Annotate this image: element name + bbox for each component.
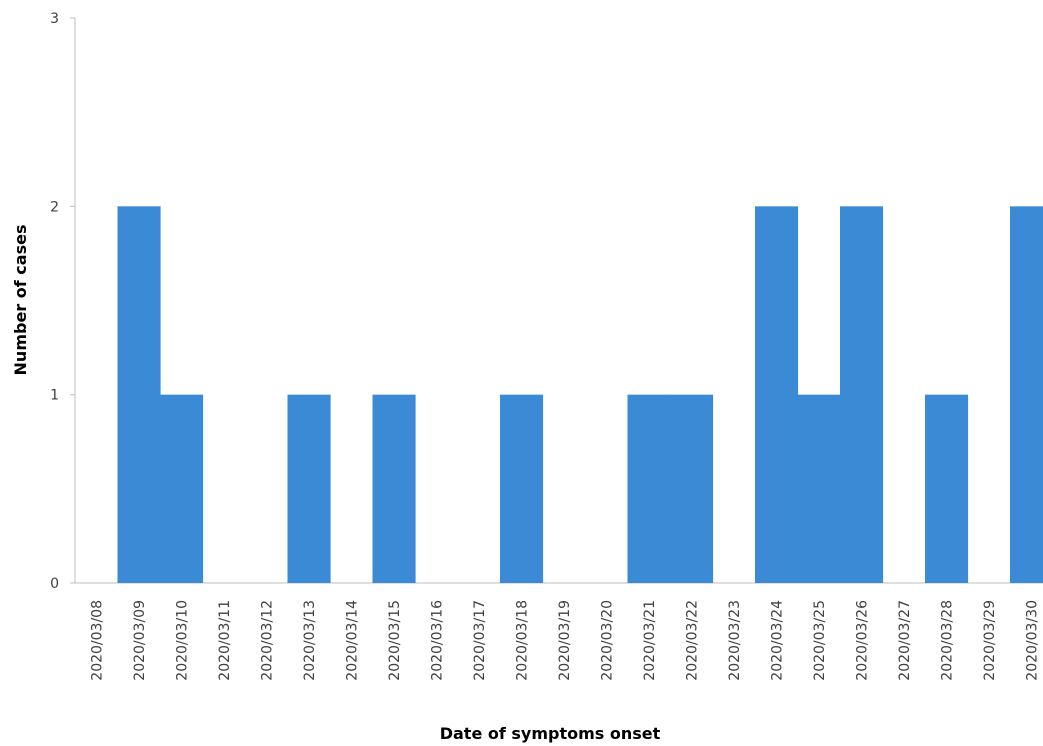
x-axis-title: Date of symptoms onset xyxy=(440,724,661,743)
x-tick-label: 2020/03/08 xyxy=(89,600,105,681)
bar-2020/03/13 xyxy=(287,394,331,583)
x-tick-labels: 2020/03/08 2020/03/09 2020/03/10 2020/03/11… xyxy=(89,600,1040,681)
x-tick-label: 2020/03/16 xyxy=(429,600,445,681)
y-tick-label: 3 xyxy=(50,11,59,27)
x-tick-label: 2020/03/11 xyxy=(217,600,233,681)
y-axis: 0 1 2 3 xyxy=(50,11,76,592)
bar-2020/03/10 xyxy=(160,394,204,583)
x-tick-label: 2020/03/27 xyxy=(897,600,913,681)
x-tick-label: 2020/03/22 xyxy=(684,600,700,681)
x-tick-label: 2020/03/19 xyxy=(557,600,573,681)
x-tick-label: 2020/03/09 xyxy=(132,600,148,681)
bar-2020/03/21 xyxy=(627,394,671,583)
bar-2020/03/26 xyxy=(840,206,884,584)
y-tick-label: 0 xyxy=(50,576,59,592)
x-tick-label: 2020/03/24 xyxy=(769,600,785,681)
bar-2020/03/22 xyxy=(670,394,714,583)
y-tick-label: 2 xyxy=(50,199,59,215)
x-tick-label: 2020/03/14 xyxy=(344,600,360,681)
bar-2020/03/18 xyxy=(500,394,544,583)
x-tick-label: 2020/03/21 xyxy=(642,600,658,681)
x-tick-label: 2020/03/20 xyxy=(599,600,615,681)
x-tick-label: 2020/03/17 xyxy=(472,600,488,681)
x-tick-label: 2020/03/23 xyxy=(727,600,743,681)
bar-2020/03/09 xyxy=(117,206,161,584)
x-tick-label: 2020/03/15 xyxy=(387,600,403,681)
x-tick-label: 2020/03/12 xyxy=(259,600,275,681)
bar-2020/03/25 xyxy=(797,394,841,583)
bars xyxy=(117,206,1043,584)
y-axis-title: Number of cases xyxy=(11,225,30,376)
x-tick-label: 2020/03/25 xyxy=(812,600,828,681)
x-tick-label: 2020/03/10 xyxy=(174,600,190,681)
x-tick-label: 2020/03/26 xyxy=(854,600,870,681)
bar-2020/03/15 xyxy=(372,394,416,583)
x-tick-label: 2020/03/13 xyxy=(302,600,318,681)
x-tick-label: 2020/03/18 xyxy=(514,600,530,681)
x-tick-label: 2020/03/29 xyxy=(982,600,998,681)
bar-2020/03/30 xyxy=(1010,206,1043,584)
y-tick-label: 1 xyxy=(50,388,59,404)
x-tick-label: 2020/03/30 xyxy=(1024,600,1040,681)
x-tick-label: 2020/03/28 xyxy=(939,600,955,681)
bar-2020/03/24 xyxy=(755,206,799,584)
bar-2020/03/28 xyxy=(925,394,969,583)
